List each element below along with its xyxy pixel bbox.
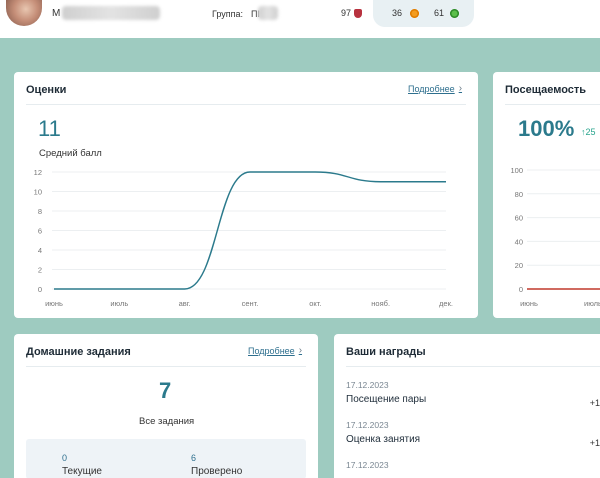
homework-total-label: Все задания	[139, 416, 195, 427]
user-name: М	[52, 8, 61, 19]
y-tick-label: 40	[515, 237, 523, 246]
watermark-logo-icon	[452, 438, 482, 468]
grades-series-line	[54, 171, 446, 290]
x-tick-label: авг.	[179, 299, 191, 308]
blurred-user-name	[62, 6, 160, 20]
y-tick-label: 60	[515, 214, 523, 223]
x-tick-label: окт.	[309, 299, 321, 308]
y-tick-label: 10	[34, 188, 42, 197]
x-tick-label: июнь	[45, 299, 63, 308]
award-name: Посещение пары	[346, 394, 427, 405]
award-name: Оценка занятия	[346, 434, 421, 445]
y-tick-label: 80	[515, 190, 523, 199]
grades-more-link[interactable]: Подробнее ›	[408, 83, 462, 94]
y-tick-label: 6	[38, 227, 42, 236]
bag-stat: 97	[341, 8, 363, 18]
divider	[346, 366, 600, 367]
y-tick-label: 20	[515, 261, 523, 270]
award-item: 17.12.2023 Оценка занятия +1	[334, 418, 600, 448]
y-tick-label: 100	[510, 166, 523, 175]
homework-card: Домашние задания Подробнее › 7 Все задан…	[14, 334, 318, 478]
award-points: +1	[589, 438, 600, 448]
blurred-group-name	[258, 6, 278, 20]
gem-icon	[450, 8, 460, 18]
x-tick-label: дек.	[439, 299, 453, 308]
awards-title: Ваши награды	[346, 346, 426, 358]
award-item: 17.12.2023 Посещение пары +1	[334, 378, 600, 408]
group-value: ПІ	[251, 9, 260, 19]
coins-count: 36	[392, 8, 403, 18]
award-item: 17.12.2023	[334, 458, 600, 478]
money-bag-icon	[354, 8, 363, 18]
bag-count: 97	[341, 8, 352, 18]
attendance-card: Посещаемость 100% ↑25 0 20 40 60 80 100 июнь ию…	[493, 72, 600, 318]
grades-card: Оценки Подробнее › 11 Средний балл 0 2 4 6 8…	[14, 72, 478, 318]
award-date: 17.12.2023	[346, 420, 389, 430]
x-tick-label: июль	[584, 299, 600, 308]
divider	[26, 104, 466, 105]
homework-total-value: 7	[159, 378, 172, 403]
group-label: Группа:	[212, 9, 244, 19]
watermark-text: ОТЗОВИК	[487, 440, 597, 465]
x-tick-label: июнь	[520, 299, 538, 308]
homework-more-link[interactable]: Подробнее ›	[248, 345, 302, 356]
grades-title: Оценки	[26, 84, 67, 96]
x-tick-label: нояб.	[371, 299, 390, 308]
average-grade-value: 11	[38, 116, 61, 141]
chevron-right-icon: ›	[458, 83, 463, 94]
homework-checked-count: 6	[191, 453, 197, 463]
award-points: +1	[589, 398, 600, 408]
homework-more-label: Подробнее	[248, 345, 295, 356]
coins-stat: 36	[392, 8, 420, 18]
avatar[interactable]	[6, 0, 42, 26]
homework-stats-panel: 0 Текущие 6 Проверено	[26, 439, 306, 478]
attendance-trend-value: 25	[585, 127, 596, 137]
y-tick-label: 4	[38, 246, 42, 255]
y-tick-label: 0	[519, 285, 523, 294]
coin-icon	[410, 8, 420, 18]
y-tick-label: 12	[34, 168, 42, 177]
divider	[26, 366, 306, 367]
attendance-chart: 0 20 40 60 80 100 июнь июль	[510, 166, 600, 308]
grades-more-label: Подробнее	[408, 83, 455, 94]
average-grade-label: Средний балл	[39, 148, 102, 159]
award-date: 17.12.2023	[346, 380, 389, 390]
homework-current-label: Текущие	[62, 466, 102, 477]
attendance-trend: ↑25	[581, 127, 596, 137]
gems-stat: 61	[434, 8, 460, 18]
attendance-title: Посещаемость	[505, 84, 587, 96]
gems-count: 61	[434, 8, 445, 18]
y-tick-label: 8	[38, 207, 42, 216]
trend-up-icon: ↑	[581, 127, 586, 137]
homework-checked-label: Проверено	[191, 466, 243, 477]
attendance-value: 100%	[518, 116, 575, 141]
divider	[505, 104, 600, 105]
chevron-right-icon: ›	[298, 345, 303, 356]
grades-chart: 0 2 4 6 8 10 12 июнь июль авг. сент. окт. нояб. дек.	[34, 168, 453, 308]
y-tick-label: 0	[38, 285, 42, 294]
homework-current-count: 0	[62, 453, 68, 463]
x-tick-label: июль	[110, 299, 128, 308]
homework-title: Домашние задания	[26, 346, 131, 358]
x-tick-label: сент.	[242, 299, 259, 308]
award-date: 17.12.2023	[346, 460, 389, 470]
y-tick-label: 2	[38, 266, 42, 275]
watermark: ОТЗОВИК	[452, 438, 597, 468]
top-bar: М Группа: ПІ 97 36 61	[0, 0, 600, 38]
